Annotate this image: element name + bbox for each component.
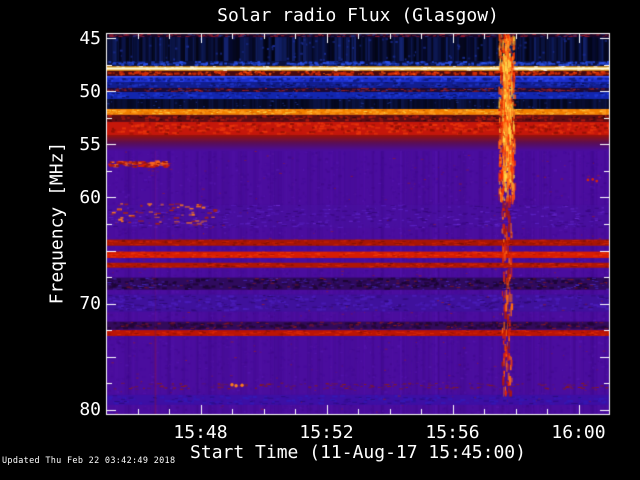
x-tick-label: 15:56 bbox=[425, 422, 480, 443]
x-tick-label: 15:48 bbox=[173, 422, 228, 443]
x-tick-label: 15:52 bbox=[299, 422, 354, 443]
x-tick-label: 16:00 bbox=[551, 422, 606, 443]
x-axis-label: Start Time (11-Aug-17 15:45:00) bbox=[190, 442, 526, 463]
y-tick-label: 45 bbox=[79, 27, 101, 49]
y-tick-label: 55 bbox=[79, 133, 101, 155]
y-tick-label: 50 bbox=[79, 80, 101, 102]
y-tick-label: 70 bbox=[79, 293, 101, 315]
updated-timestamp: Updated Thu Feb 22 03:42:49 2018 bbox=[2, 456, 176, 466]
y-axis-label: Frequency [MHz] bbox=[46, 141, 68, 305]
y-tick-label: 60 bbox=[79, 186, 101, 208]
y-tick-label: 80 bbox=[79, 399, 101, 421]
chart-title: Solar radio Flux (Glasgow) bbox=[217, 5, 499, 26]
